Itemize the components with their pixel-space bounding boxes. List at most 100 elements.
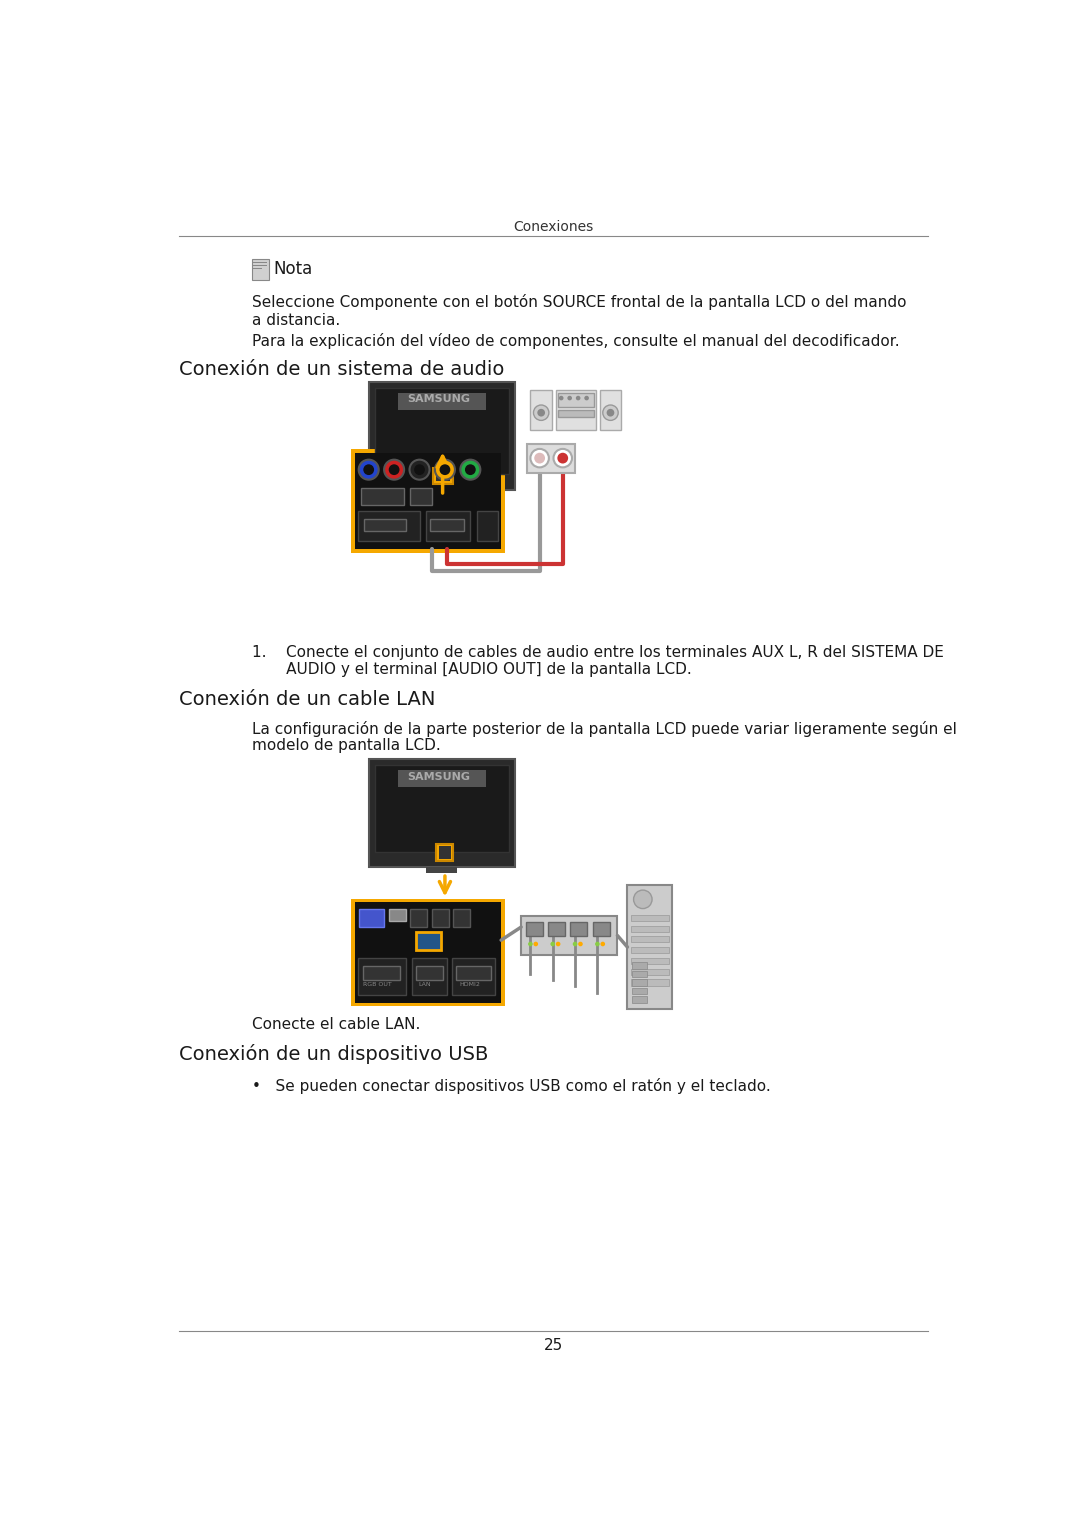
FancyBboxPatch shape [632,971,647,977]
FancyBboxPatch shape [357,512,419,541]
FancyBboxPatch shape [375,765,509,852]
FancyBboxPatch shape [355,902,501,1003]
FancyBboxPatch shape [389,909,406,921]
FancyBboxPatch shape [631,936,669,942]
FancyBboxPatch shape [631,947,669,953]
Text: Conecte el cable LAN.: Conecte el cable LAN. [252,1017,420,1032]
Circle shape [556,942,561,947]
FancyBboxPatch shape [252,258,269,281]
Circle shape [460,460,481,479]
FancyBboxPatch shape [427,490,457,496]
FancyBboxPatch shape [632,979,647,985]
Circle shape [363,464,374,475]
FancyBboxPatch shape [364,519,406,531]
Circle shape [530,449,549,467]
FancyBboxPatch shape [556,389,596,429]
Circle shape [578,942,583,947]
FancyBboxPatch shape [631,979,669,985]
FancyBboxPatch shape [361,489,404,505]
FancyBboxPatch shape [351,449,505,553]
Circle shape [409,460,430,479]
Circle shape [595,942,599,947]
FancyBboxPatch shape [375,388,509,475]
Circle shape [534,942,538,947]
FancyBboxPatch shape [631,957,669,964]
Circle shape [554,449,572,467]
Circle shape [558,395,564,400]
Circle shape [384,460,404,479]
FancyBboxPatch shape [416,967,444,980]
Circle shape [538,409,545,417]
Circle shape [535,452,545,464]
FancyBboxPatch shape [411,957,447,994]
FancyBboxPatch shape [593,922,610,936]
Circle shape [414,464,424,475]
Circle shape [634,890,652,909]
FancyBboxPatch shape [558,392,594,406]
Text: Conexión de un dispositivo USB: Conexión de un dispositivo USB [179,1044,488,1064]
FancyBboxPatch shape [355,452,501,550]
FancyBboxPatch shape [454,909,471,927]
FancyBboxPatch shape [426,512,471,541]
Circle shape [567,395,572,400]
FancyBboxPatch shape [627,886,672,1009]
FancyBboxPatch shape [253,261,267,263]
FancyBboxPatch shape [435,470,449,481]
Circle shape [557,452,568,464]
FancyBboxPatch shape [360,909,384,927]
FancyBboxPatch shape [397,392,486,409]
Text: modelo de pantalla LCD.: modelo de pantalla LCD. [252,738,441,753]
FancyBboxPatch shape [631,925,669,931]
Text: SAMSUNG: SAMSUNG [407,394,470,405]
Text: Seleccione Componente con el botón SOURCE frontal de la pantalla LCD o del mando: Seleccione Componente con el botón SOURC… [252,295,906,327]
Text: La configuración de la parte posterior de la pantalla LCD puede variar ligeramen: La configuración de la parte posterior d… [252,721,957,736]
FancyBboxPatch shape [253,264,267,266]
FancyBboxPatch shape [631,915,669,921]
FancyBboxPatch shape [558,409,594,417]
FancyBboxPatch shape [417,931,441,950]
Text: Conexión de un sistema de audio: Conexión de un sistema de audio [179,360,504,379]
FancyBboxPatch shape [433,469,453,484]
Circle shape [584,395,589,400]
Circle shape [607,409,615,417]
Text: Para la explicación del vídeo de componentes, consulte el manual del decodificad: Para la explicación del vídeo de compone… [252,333,900,348]
FancyBboxPatch shape [438,846,451,858]
FancyBboxPatch shape [549,922,565,936]
Text: Nota: Nota [273,260,312,278]
FancyBboxPatch shape [368,382,515,490]
FancyBboxPatch shape [410,909,428,927]
Text: HDMI2: HDMI2 [460,982,481,986]
Text: AUDIO y el terminal [AUDIO OUT] de la pantalla LCD.: AUDIO y el terminal [AUDIO OUT] de la pa… [252,663,691,676]
FancyBboxPatch shape [456,967,491,980]
Circle shape [600,942,605,947]
FancyBboxPatch shape [357,957,406,994]
Circle shape [528,942,532,947]
Circle shape [359,460,379,479]
FancyBboxPatch shape [599,389,621,429]
FancyBboxPatch shape [522,916,618,954]
FancyBboxPatch shape [476,512,498,541]
FancyBboxPatch shape [632,962,647,968]
FancyBboxPatch shape [632,996,647,1003]
Circle shape [551,942,555,947]
FancyBboxPatch shape [632,988,647,994]
FancyBboxPatch shape [397,770,486,786]
FancyBboxPatch shape [410,489,432,505]
FancyBboxPatch shape [570,922,588,936]
Text: Conexión de un cable LAN: Conexión de un cable LAN [179,690,435,709]
Text: LAN: LAN [418,982,431,986]
FancyBboxPatch shape [526,922,543,936]
FancyBboxPatch shape [253,267,262,269]
Circle shape [465,464,475,475]
FancyBboxPatch shape [631,968,669,974]
Circle shape [572,942,578,947]
FancyBboxPatch shape [527,443,575,473]
Circle shape [534,405,549,420]
Text: RGB OUT: RGB OUT [363,982,392,986]
FancyBboxPatch shape [368,759,515,867]
FancyBboxPatch shape [351,898,505,1006]
Circle shape [603,405,618,420]
FancyBboxPatch shape [530,389,552,429]
Text: Conexiones: Conexiones [513,220,594,234]
Circle shape [389,464,400,475]
